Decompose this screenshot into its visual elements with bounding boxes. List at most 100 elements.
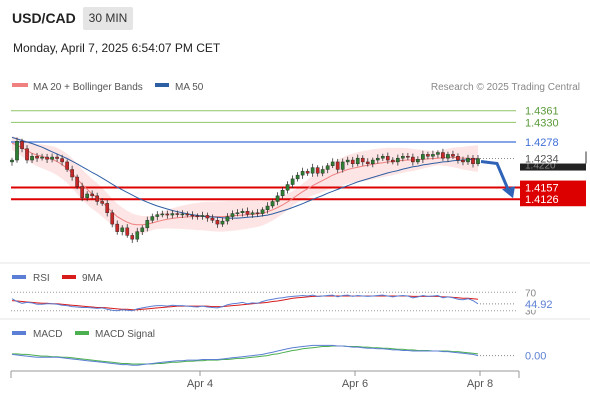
forecast-arrow-line — [480, 160, 510, 190]
candle-body-26 — [140, 227, 145, 232]
candle-body-43 — [225, 216, 230, 222]
candle-body-57 — [295, 174, 300, 180]
candle-body-24 — [130, 235, 135, 240]
candle-body-15 — [85, 193, 89, 198]
candle-body-64 — [330, 161, 335, 166]
candle-body-5 — [35, 156, 39, 159]
candle-body-40 — [210, 217, 215, 221]
candle-body-7 — [45, 156, 49, 160]
candle-body-16 — [90, 193, 95, 197]
candle-body-63 — [325, 165, 330, 170]
candle-body-83 — [426, 154, 430, 157]
candle-body-19 — [105, 203, 110, 213]
macd-signal-legend-label: MACD Signal — [95, 329, 155, 340]
candle-body-8 — [50, 156, 54, 160]
candle-body-81 — [416, 159, 420, 163]
ma50-line — [11, 136, 479, 219]
candle-body-10 — [60, 158, 64, 163]
candle-body-25 — [135, 231, 140, 240]
rsi-ma-legend-label: 9MA — [82, 273, 103, 284]
candle-body-36 — [190, 214, 195, 217]
resistance-line-2-label: 1.4330 — [525, 117, 559, 129]
candle-body-67 — [345, 159, 350, 163]
candle-body-34 — [180, 213, 185, 216]
support-line-5-label: 1.4126 — [525, 194, 559, 206]
support-line-4-label: 1.4157 — [525, 183, 559, 195]
macd-legend-label: MACD — [33, 329, 62, 340]
candle-body-49 — [255, 212, 260, 214]
candle-body-42 — [220, 220, 225, 225]
candle-body-9 — [55, 156, 59, 159]
candle-body-87 — [446, 154, 450, 159]
last-price-label: 1.4234 — [525, 154, 559, 166]
candle-body-28 — [150, 216, 155, 221]
rsi-level-label-70: 70 — [525, 288, 537, 299]
moving-average-layer — [11, 136, 479, 226]
candle-body-39 — [205, 215, 210, 219]
candle-body-2 — [20, 141, 24, 149]
candle-body-77 — [395, 157, 400, 163]
ma50-legend-label: MA 50 — [175, 82, 204, 93]
candle-body-17 — [95, 195, 100, 202]
candle-body-78 — [401, 156, 405, 159]
last-price-tag — [520, 151, 586, 164]
support-line-4-tag — [520, 180, 586, 195]
candle-body-71 — [365, 161, 370, 165]
x-tick-label-1: Apr 6 — [342, 378, 368, 390]
rsi-last-tag — [520, 297, 560, 310]
rsi-last-label: 44.92 — [525, 299, 553, 311]
candle-body-91 — [466, 157, 470, 163]
candle-body-55 — [285, 184, 290, 191]
candle-body-69 — [355, 157, 360, 165]
candle-body-3 — [25, 148, 29, 161]
candle-body-27 — [145, 220, 150, 229]
candle-body-30 — [160, 213, 165, 216]
timeframe-button[interactable]: 30 MIN — [83, 7, 133, 30]
rsi-ma-legend-swatch — [62, 275, 76, 279]
candle-body-61 — [315, 167, 320, 174]
candle-body-70 — [360, 157, 365, 163]
candle-body-79 — [406, 156, 410, 158]
macd-panel: 0.00 — [11, 344, 546, 366]
candle-body-86 — [441, 152, 445, 159]
pivot-line-label: 1.4278 — [525, 137, 559, 149]
candle-body-65 — [335, 161, 340, 170]
candle-body-38 — [200, 215, 205, 217]
candle-body-73 — [375, 157, 380, 161]
candle-body-22 — [120, 227, 125, 232]
candle-body-18 — [100, 201, 105, 204]
candle-body-82 — [421, 154, 425, 160]
candle-body-32 — [170, 213, 175, 216]
candle-body-0 — [10, 159, 14, 163]
candle-body-13 — [75, 176, 79, 187]
candle-body-62 — [320, 169, 325, 174]
macd-signal-legend-swatch — [75, 331, 89, 335]
forecast-arrow-layer — [480, 160, 515, 199]
candle-body-89 — [456, 156, 460, 161]
candle-body-75 — [385, 156, 390, 161]
candle-body-84 — [431, 154, 435, 157]
candle-body-60 — [310, 167, 315, 174]
macd-last-label: 0.00 — [525, 351, 546, 363]
candle-body-51 — [265, 205, 270, 210]
macd-line — [11, 344, 479, 366]
candle-body-56 — [290, 178, 295, 185]
candle-body-20 — [110, 212, 115, 225]
rsi-legend-swatch — [12, 275, 26, 279]
ma20-line — [11, 142, 478, 226]
candle-body-45 — [235, 212, 240, 214]
candle-body-41 — [215, 220, 220, 225]
candle-body-52 — [270, 201, 275, 207]
resistance-line-1-label: 1.4361 — [525, 106, 559, 118]
chart-datetime: Monday, April 7, 2025 6:54:07 PM CET — [13, 41, 221, 55]
symbol-title: USD/CAD — [12, 10, 76, 26]
ma20-legend-swatch — [12, 83, 28, 87]
x-tick-label-0: Apr 4 — [187, 378, 213, 390]
hidden-price-label: 1.4220 — [525, 161, 556, 172]
candle-body-74 — [380, 156, 385, 159]
time-axis: Apr 4 Apr 6 Apr 8 — [10, 371, 520, 390]
candle-body-44 — [230, 213, 235, 217]
x-tick-label-2: Apr 8 — [467, 378, 493, 390]
support-line-5-tag — [520, 192, 586, 207]
